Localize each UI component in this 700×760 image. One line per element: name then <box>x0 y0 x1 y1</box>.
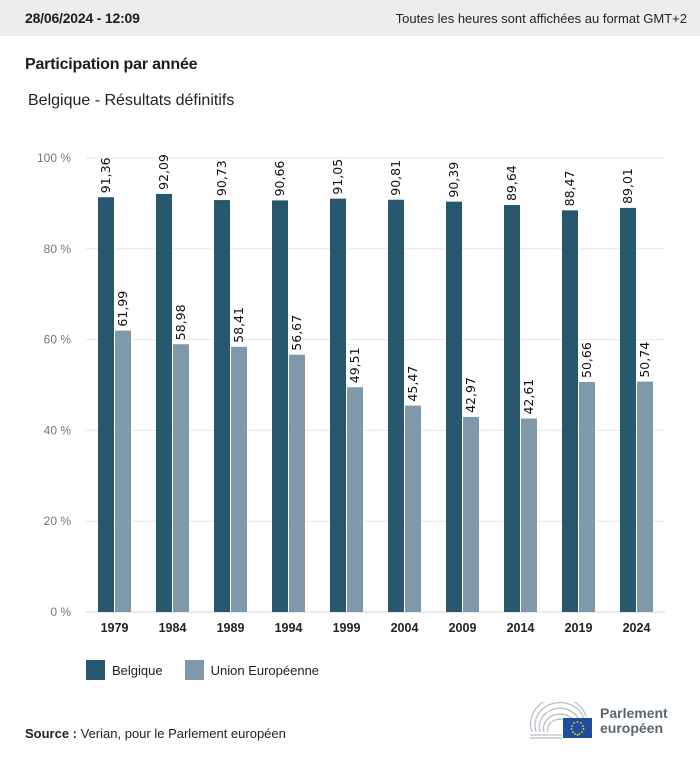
data-label-ue: 58,41 <box>231 307 246 343</box>
bar-belgique <box>562 210 578 612</box>
data-label-belgique: 89,64 <box>504 165 519 201</box>
x-tick-label: 1989 <box>217 621 245 635</box>
bar-ue <box>579 382 595 612</box>
bars <box>98 193 653 613</box>
bar-belgique <box>620 207 636 612</box>
timezone-note: Toutes les heures sont affichées au form… <box>395 10 687 26</box>
data-label-ue: 50,74 <box>637 342 652 378</box>
data-label-ue: 49,51 <box>347 347 362 383</box>
y-tick-label: 40 % <box>44 423 72 437</box>
bar-ue <box>463 416 479 612</box>
data-label-ue: 45,47 <box>405 366 420 402</box>
bar-belgique <box>98 197 114 613</box>
bar-ue <box>347 387 363 612</box>
data-label-belgique: 91,05 <box>330 159 345 195</box>
bar-ue <box>231 346 247 612</box>
bar-ue <box>173 344 189 612</box>
y-tick-label: 60 % <box>44 333 72 347</box>
legend-swatch-belgique <box>86 660 105 680</box>
x-tick-label: 1994 <box>275 621 303 635</box>
data-label-belgique: 90,66 <box>272 161 287 197</box>
participation-bar-chart: 0 % 20 % 40 % 60 % 80 % 100 % 91,36 61,99 92,09… <box>37 151 665 635</box>
data-label-ue: 58,98 <box>173 304 188 340</box>
bar-belgique <box>156 193 172 612</box>
x-axis-ticks: 1979 1984 1989 1994 1999 2004 2009 2014 2019 2024 <box>101 621 651 635</box>
data-label-ue: 42,61 <box>521 379 536 415</box>
grid-layer <box>86 157 665 613</box>
data-label-belgique: 90,81 <box>388 160 403 196</box>
data-label-ue: 50,66 <box>579 342 594 378</box>
data-label-belgique: 90,39 <box>446 162 461 198</box>
source-text: Verian, pour le Parlement européen <box>77 726 286 741</box>
source-note: Source : Verian, pour le Parlement europ… <box>25 726 286 741</box>
x-tick-label: 2004 <box>391 621 419 635</box>
legend-item-belgique[interactable]: Belgique <box>86 660 163 680</box>
legend: Belgique Union Européenne <box>86 660 341 680</box>
bar-ue <box>521 418 537 612</box>
chart-subtitle: Belgique - Résultats définitifs <box>28 92 235 109</box>
datetime: 28/06/2024 - 12:09 <box>25 10 140 26</box>
data-label-belgique: 91,36 <box>98 157 113 193</box>
x-tick-label: 2024 <box>623 621 651 635</box>
x-tick-label: 1999 <box>333 621 361 635</box>
x-tick-label: 2009 <box>449 621 477 635</box>
bar-belgique <box>504 205 520 612</box>
bar-ue <box>289 354 305 612</box>
bar-belgique <box>272 200 288 612</box>
parlement-europeen-logo[interactable]: Parlement européen <box>528 700 678 742</box>
top-bar: 28/06/2024 - 12:09 Toutes les heures son… <box>0 0 700 36</box>
chart-title: Participation par année <box>25 56 198 73</box>
bar-belgique <box>446 201 462 612</box>
data-label-belgique: 92,09 <box>156 154 171 190</box>
y-tick-label: 0 % <box>50 605 71 619</box>
hemicycle-eu-flag-icon <box>530 702 592 739</box>
bar-ue <box>405 405 421 612</box>
data-label-ue: 42,97 <box>463 377 478 413</box>
source-label: Source : <box>25 726 78 741</box>
x-tick-label: 2014 <box>507 621 535 635</box>
y-tick-label: 20 % <box>44 514 72 528</box>
bar-belgique <box>388 199 404 612</box>
legend-label-ue: Union Européenne <box>210 662 320 678</box>
legend-item-ue[interactable]: Union Européenne <box>184 660 320 680</box>
data-label-belgique: 89,01 <box>620 168 635 204</box>
legend-swatch-ue <box>184 660 204 680</box>
bar-ue <box>637 381 653 612</box>
data-label-ue: 56,67 <box>289 315 304 351</box>
logo-line-1: Parlement <box>600 705 668 721</box>
data-label-belgique: 88,47 <box>562 171 577 207</box>
x-tick-label: 1984 <box>159 621 187 635</box>
legend-label-belgique: Belgique <box>112 662 163 678</box>
data-label-ue: 61,99 <box>115 291 130 327</box>
y-axis-ticks: 0 % 20 % 40 % 60 % 80 % 100 % <box>37 151 71 619</box>
data-labels: 91,36 61,99 92,09 58,98 90,73 58,41 90,66 56,67… <box>98 154 652 414</box>
logo-line-2: européen <box>600 720 664 736</box>
data-label-belgique: 90,73 <box>214 160 229 196</box>
x-tick-label: 1979 <box>101 621 129 635</box>
x-tick-label: 2019 <box>565 621 593 635</box>
y-tick-label: 80 % <box>44 242 72 256</box>
y-tick-label: 100 % <box>37 151 71 165</box>
bar-belgique <box>214 200 230 612</box>
bar-ue <box>115 330 131 612</box>
bar-belgique <box>330 198 346 612</box>
